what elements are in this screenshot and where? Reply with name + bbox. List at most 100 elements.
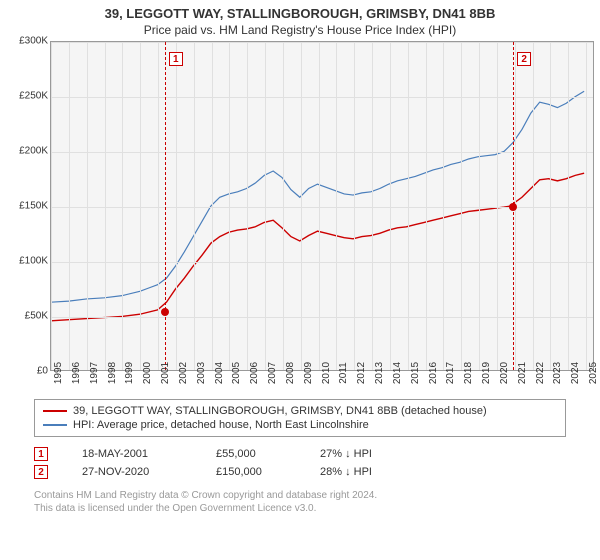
y-tick-label: £150K (19, 201, 48, 212)
footer-attribution: Contains HM Land Registry data © Crown c… (34, 489, 566, 515)
y-tick-label: £300K (19, 36, 48, 47)
legend-row: 39, LEGGOTT WAY, STALLINGBOROUGH, GRIMSB… (43, 404, 557, 418)
gridline-h (51, 152, 593, 153)
chart-area: 12 £0£50K£100K£150K£200K£250K£300K199519… (34, 41, 594, 391)
x-tick-label: 2010 (321, 362, 332, 384)
footer-line1: Contains HM Land Registry data © Crown c… (34, 489, 566, 502)
y-tick-label: £50K (25, 311, 48, 322)
x-tick-label: 2006 (249, 362, 260, 384)
gridline-v (87, 42, 88, 370)
x-tick-label: 2004 (214, 362, 225, 384)
x-tick-label: 2021 (517, 362, 528, 384)
gridline-h (51, 97, 593, 98)
gridline-v (426, 42, 427, 370)
gridline-v (158, 42, 159, 370)
gridline-v (479, 42, 480, 370)
event-row-badge: 1 (34, 447, 48, 461)
x-tick-label: 2007 (267, 362, 278, 384)
gridline-v (533, 42, 534, 370)
event-row-pct: 27% ↓ HPI (320, 448, 410, 460)
x-tick-label: 2013 (374, 362, 385, 384)
y-tick-label: £100K (19, 256, 48, 267)
x-tick-label: 2011 (338, 362, 349, 384)
x-tick-label: 2009 (303, 362, 314, 384)
x-tick-label: 1997 (89, 362, 100, 384)
gridline-v (354, 42, 355, 370)
plot-area: 12 (50, 41, 594, 371)
legend-swatch (43, 410, 67, 412)
gridline-v (408, 42, 409, 370)
x-tick-label: 2018 (463, 362, 474, 384)
legend-swatch (43, 424, 67, 426)
gridline-v (550, 42, 551, 370)
x-tick-label: 1995 (53, 362, 64, 384)
x-tick-label: 2025 (588, 362, 599, 384)
x-tick-label: 2022 (535, 362, 546, 384)
gridline-v (69, 42, 70, 370)
x-tick-label: 2019 (481, 362, 492, 384)
y-tick-label: £250K (19, 91, 48, 102)
x-tick-label: 2012 (356, 362, 367, 384)
legend-box: 39, LEGGOTT WAY, STALLINGBOROUGH, GRIMSB… (34, 399, 566, 437)
x-tick-label: 1999 (124, 362, 135, 384)
gridline-v (194, 42, 195, 370)
event-dot-1 (161, 308, 169, 316)
gridline-v (122, 42, 123, 370)
gridline-v (212, 42, 213, 370)
gridline-v (443, 42, 444, 370)
x-tick-label: 1996 (71, 362, 82, 384)
event-row-price: £55,000 (216, 448, 286, 460)
x-tick-label: 2005 (231, 362, 242, 384)
gridline-h (51, 262, 593, 263)
events-table: 1 18-MAY-2001 £55,000 27% ↓ HPI 2 27-NOV-2020… (34, 445, 566, 481)
event-row-date: 27-NOV-2020 (82, 466, 182, 478)
gridline-h (51, 317, 593, 318)
event-line-1 (165, 42, 166, 370)
x-tick-label: 2024 (570, 362, 581, 384)
gridline-v (105, 42, 106, 370)
gridline-v (390, 42, 391, 370)
x-tick-label: 2020 (499, 362, 510, 384)
x-tick-label: 2015 (410, 362, 421, 384)
x-tick-label: 2016 (428, 362, 439, 384)
x-tick-label: 2002 (178, 362, 189, 384)
event-dot-2 (509, 203, 517, 211)
event-row-date: 18-MAY-2001 (82, 448, 182, 460)
gridline-v (497, 42, 498, 370)
x-tick-label: 2023 (552, 362, 563, 384)
gridline-h (51, 42, 593, 43)
x-tick-label: 2000 (142, 362, 153, 384)
event-row-pct: 28% ↓ HPI (320, 466, 410, 478)
gridline-v (229, 42, 230, 370)
event-badge-2: 2 (517, 52, 531, 66)
gridline-v (301, 42, 302, 370)
event-row-price: £150,000 (216, 466, 286, 478)
legend-label: HPI: Average price, detached house, Nort… (73, 419, 369, 431)
gridline-v (51, 42, 52, 370)
footer-line2: This data is licensed under the Open Gov… (34, 502, 566, 515)
legend-row: HPI: Average price, detached house, Nort… (43, 418, 557, 432)
x-tick-label: 2008 (285, 362, 296, 384)
event-row-badge: 2 (34, 465, 48, 479)
gridline-v (336, 42, 337, 370)
gridline-v (247, 42, 248, 370)
event-row: 2 27-NOV-2020 £150,000 28% ↓ HPI (34, 463, 566, 481)
y-tick-label: £0 (37, 366, 48, 377)
chart-title-line2: Price paid vs. HM Land Registry's House … (0, 21, 600, 41)
gridline-v (568, 42, 569, 370)
gridline-v (176, 42, 177, 370)
gridline-v (586, 42, 587, 370)
x-tick-label: 2003 (196, 362, 207, 384)
x-tick-label: 2014 (392, 362, 403, 384)
gridline-v (140, 42, 141, 370)
gridline-v (265, 42, 266, 370)
x-tick-label: 1998 (107, 362, 118, 384)
y-tick-label: £200K (19, 146, 48, 157)
chart-container: 39, LEGGOTT WAY, STALLINGBOROUGH, GRIMSB… (0, 0, 600, 560)
event-badge-1: 1 (169, 52, 183, 66)
chart-title-line1: 39, LEGGOTT WAY, STALLINGBOROUGH, GRIMSB… (0, 0, 600, 21)
gridline-v (283, 42, 284, 370)
gridline-v (372, 42, 373, 370)
gridline-v (461, 42, 462, 370)
x-tick-label: 2001 (160, 362, 171, 384)
